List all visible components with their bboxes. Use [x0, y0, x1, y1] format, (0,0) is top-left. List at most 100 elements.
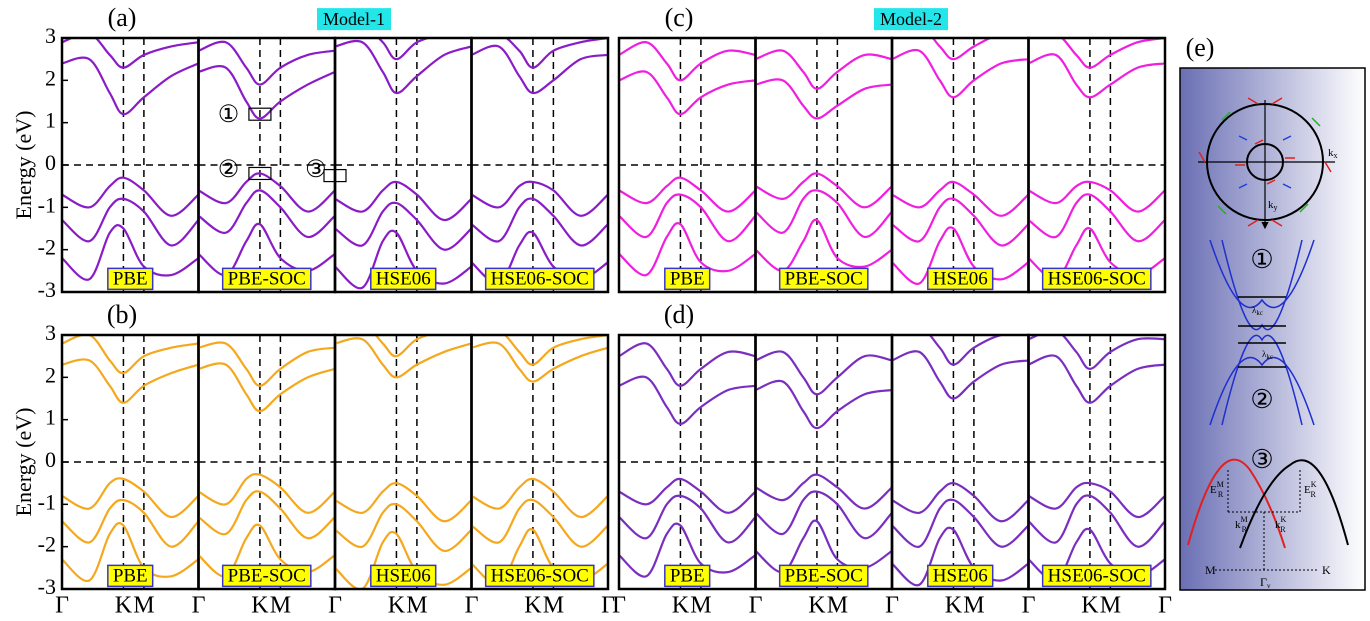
band-line: [619, 494, 756, 544]
band-line: [892, 482, 1029, 523]
method-box: [778, 564, 869, 588]
band-line: [198, 65, 335, 120]
band-line: [62, 224, 199, 281]
band-line: [198, 189, 335, 239]
marker-label: ③: [1250, 445, 1273, 474]
band-line: [198, 172, 335, 213]
panel-label: (a): [108, 3, 137, 32]
method-label: HSE06: [933, 565, 988, 586]
band-line: [335, 530, 472, 589]
k-label: M: [1205, 563, 1216, 577]
method-box: [484, 267, 595, 291]
band-line: [1028, 354, 1165, 404]
band-line: [335, 482, 472, 523]
momentum-label: kK R: [1275, 515, 1287, 534]
panel-label: (c): [665, 3, 694, 32]
y-tick-label: 3: [45, 23, 56, 48]
annotation-box: [248, 107, 272, 121]
x-tick-label: K: [251, 593, 269, 619]
gap-label: λkc: [1262, 349, 1273, 361]
plot-area: [892, 38, 1029, 292]
band-line: [335, 502, 472, 552]
model-box: [317, 8, 391, 31]
frame: [617, 333, 757, 591]
method-label: HSE06: [376, 565, 431, 586]
band-line: [335, 39, 472, 95]
band-m: [1187, 458, 1286, 549]
band-line: [62, 358, 199, 404]
band-line: [892, 180, 1029, 217]
y-tick-label: -3: [38, 574, 56, 599]
band-line: [619, 222, 756, 277]
method-label: HSE06-SOC: [491, 565, 589, 586]
frame: [470, 333, 610, 591]
method-box: [370, 267, 437, 291]
frame: [1027, 36, 1167, 294]
band-line: [619, 522, 756, 578]
y-axis-label: Energy (eV): [11, 111, 36, 220]
momentum-label: kM R: [1235, 515, 1248, 534]
band-line: [62, 176, 199, 217]
annotation: ①: [218, 102, 240, 128]
method-label: HSE06: [376, 268, 431, 289]
method-label: HSE06-SOC: [1048, 565, 1146, 586]
band-line: [471, 477, 608, 519]
levels: [1238, 296, 1286, 368]
x-tick-label: M: [827, 593, 848, 619]
x-tick-label: M: [1100, 593, 1121, 619]
y-tick-label: 2: [45, 65, 56, 90]
band-line: [755, 49, 892, 90]
band-line: [755, 189, 892, 239]
method-box: [107, 267, 154, 291]
band-line: [619, 176, 756, 213]
y-tick-label: 0: [45, 150, 56, 175]
plot-area: [62, 335, 199, 589]
energy-label: EM R: [1210, 480, 1224, 499]
plot-area: [471, 38, 608, 292]
method-label: PBE: [113, 268, 148, 289]
spin-arrows: [1198, 97, 1332, 227]
y-tick-label: 3: [45, 320, 56, 345]
axis-label: ky: [1268, 199, 1278, 212]
band-line: [471, 197, 608, 247]
plot-area: [62, 38, 199, 292]
plot-area: [892, 335, 1029, 589]
band-line: [198, 362, 335, 413]
x-tick-label: K: [808, 593, 826, 619]
band-k: [1239, 459, 1349, 549]
band-line: [1028, 494, 1165, 548]
band-line: [619, 70, 756, 116]
annotation: ③: [305, 157, 327, 183]
frame: [754, 333, 894, 591]
x-tick-label: Γ: [885, 593, 899, 619]
band-line: [619, 342, 756, 387]
band-line: [619, 477, 756, 514]
method-label: HSE06-SOC: [491, 268, 589, 289]
panel-label: (d): [664, 300, 694, 329]
plot-area: [471, 335, 608, 589]
band-line: [62, 477, 199, 519]
energy-label: EK R: [1304, 480, 1317, 499]
x-tick-label: K: [1081, 593, 1099, 619]
band-line: [619, 375, 756, 426]
band-line: [931, 38, 993, 61]
band-line: [198, 490, 335, 540]
band-line: [62, 498, 199, 548]
band-line: [62, 335, 199, 375]
method-box: [778, 267, 869, 291]
x-tick-label: Γ: [612, 593, 626, 619]
y-tick-label: -2: [38, 235, 56, 260]
band-line: [892, 48, 1029, 99]
band-line: [755, 350, 892, 396]
band-line: [335, 337, 472, 379]
band-line: [377, 38, 432, 61]
method-box: [370, 564, 437, 588]
method-box: [107, 564, 154, 588]
x-tick-label: Γ: [601, 593, 615, 619]
method-label: PBE-SOC: [228, 565, 306, 586]
plot-area: [619, 38, 756, 292]
method-label: PBE: [670, 268, 705, 289]
band-line: [619, 41, 756, 82]
band-line: [892, 498, 1029, 548]
